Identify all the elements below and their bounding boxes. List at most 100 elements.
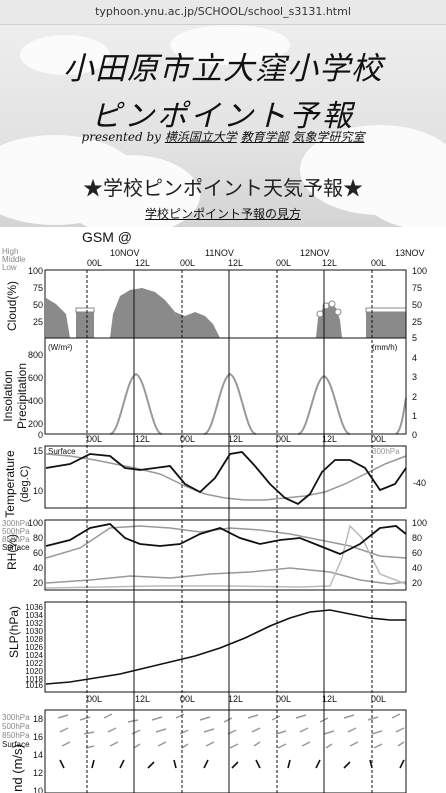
rh-tick: 60 (33, 548, 43, 558)
insolation-ylabel: Insolation (1, 370, 15, 421)
org-lab-link[interactable]: 気象学研究室 (292, 130, 365, 144)
wind-frame (44, 709, 407, 793)
insolation-tick: 400 (28, 396, 43, 406)
insolation-frame (44, 337, 407, 435)
rh-tick-right: 100 (412, 518, 427, 528)
time-label: 12L (228, 258, 243, 268)
insolation-panel: Insolation Precipitation (W/m²) (mm/h) 8… (1, 333, 417, 440)
wind-level-500: 500hPa (2, 722, 30, 731)
time-label: 00L (87, 434, 102, 444)
cloud-decoration (60, 155, 200, 227)
time-label: 12L (135, 694, 150, 704)
date-label-11nov: 11NOV (205, 248, 234, 258)
wind-tick: 10 (33, 786, 43, 793)
date-label-10nov: 10NOV (110, 248, 140, 258)
precip-tick: 2 (412, 392, 417, 402)
insolation-tick: 800 (28, 350, 43, 360)
slp-tick-minor: 1018 (25, 675, 43, 684)
rh-300-line (45, 524, 407, 589)
wind-panel: 00L 12L 00L 12L 00L 12L 00L 300hPa 500hP… (2, 694, 407, 793)
rh-tick-right: 20 (412, 578, 422, 588)
insolation-tick: 0 (38, 430, 43, 440)
slp-frame (44, 601, 407, 693)
slp-ylabel: SLP(hPa) (7, 606, 21, 658)
presented-by-label: presented by (81, 130, 161, 144)
rh-tick-right: 40 (412, 563, 422, 573)
cloud-decoration (20, 35, 110, 75)
org-univ-link[interactable]: 横浜国立大学 (164, 130, 237, 144)
rh-surface-line (45, 523, 407, 555)
rh-500-line (45, 567, 407, 585)
cloud-low-area (76, 310, 94, 338)
temperature-tick: 15 (33, 446, 43, 456)
wind-tick: 14 (33, 750, 43, 760)
guide-link[interactable]: 学校ピンポイント予報の見方 (144, 207, 301, 221)
slp-panel: SLP(hPa) 1036 1034 1032 1030 1028 1026 1… (7, 601, 407, 693)
precip-tick: 1 (412, 411, 417, 421)
cloud-panel: Cloud(%) 100 75 50 25 100 75 50 25 (5, 266, 427, 339)
slp-tick: 1016 (25, 681, 43, 690)
rh-level-850: 850hPa (2, 535, 30, 544)
slp-tick: 1036 (25, 603, 43, 612)
cloud-low-area (366, 312, 406, 338)
temperature-ylabel: Temperature (3, 450, 17, 518)
slp-line (45, 609, 406, 685)
org-faculty-link[interactable]: 教育学部 (240, 130, 289, 144)
time-label: 00L (371, 434, 386, 444)
time-label: 00L (87, 694, 102, 704)
time-label: 12L (322, 258, 337, 268)
cloud-level-middle: Middle (2, 255, 26, 264)
presented-by-line: presented by 横浜国立大学 教育学部 気象学研究室 (0, 128, 446, 145)
wind-barbs-surface (59, 759, 405, 769)
wind-ylabel: nd (m/s) (10, 744, 25, 792)
page-subtitle: ピンポイント予報 (91, 99, 355, 134)
rh-frame (44, 519, 407, 591)
cloud-middle-marker (328, 300, 336, 308)
cloud-level-low: Low (2, 263, 17, 272)
precip-tick: 4 (412, 353, 417, 363)
time-label: 12L (228, 694, 243, 704)
rh-level-300: 300hPa (2, 519, 30, 528)
rh-tick: 100 (28, 518, 43, 528)
cloud-ylabel: Cloud(%) (5, 281, 19, 331)
cloud-tick-right: 75 (412, 283, 422, 293)
slp-tick-minor: 1026 (25, 643, 43, 652)
wind-tick: 16 (33, 732, 43, 742)
noon-separators (133, 270, 325, 793)
time-label: 12L (228, 434, 243, 444)
cloud-tick: 100 (28, 266, 43, 276)
cloud-high-marker (75, 307, 95, 313)
time-label: 00L (180, 434, 195, 444)
temperature-tick: 10 (33, 486, 43, 496)
time-label: 00L (371, 258, 386, 268)
insolation-curve (395, 397, 407, 435)
rh-tick: 40 (33, 563, 43, 573)
precip-tick: 5 (412, 333, 417, 343)
forecast-heading: ★学校ピンポイント天気予報★ (83, 176, 363, 200)
time-label: 00L (371, 694, 386, 704)
cloud-middle-marker (334, 308, 342, 316)
temperature-panel: 00L 12L 00L 12L 00L 12L 00L Temperature … (3, 434, 426, 518)
temperature-unit: (deg.C) (19, 466, 31, 503)
cloud-low-area (46, 298, 70, 338)
address-bar[interactable]: typhoon.ynu.ac.jp/SCHOOL/school_s3131.ht… (0, 0, 446, 25)
url-text: typhoon.ynu.ac.jp/SCHOOL/school_s3131.ht… (95, 5, 351, 18)
cloud-tick-right: 50 (412, 300, 422, 310)
slp-tick-minor: 1030 (25, 627, 43, 636)
rh-ylabel: RH(%) (5, 534, 19, 570)
cloud-tick: 25 (33, 317, 43, 327)
time-label: 12L (135, 258, 150, 268)
temp-surface-line (45, 451, 407, 506)
cloud-middle-marker (316, 310, 324, 318)
header-banner: 小田原市立大窪小学校 ピンポイント予報 presented by 横浜国立大学 … (0, 25, 446, 227)
insolation-tick: 600 (28, 373, 43, 383)
slp-tick-minor: 1022 (25, 659, 43, 668)
insolation-tick: 200 (28, 419, 43, 429)
insolation-curve (203, 372, 257, 435)
rh-850-line (45, 525, 407, 559)
temp-upper-line (45, 453, 407, 501)
precip-tick: 0 (412, 430, 417, 440)
time-label: 12L (322, 694, 337, 704)
school-name-title: 小田原市立大窪小学校 (63, 51, 383, 87)
wind-level-surface: Surface (2, 740, 30, 749)
